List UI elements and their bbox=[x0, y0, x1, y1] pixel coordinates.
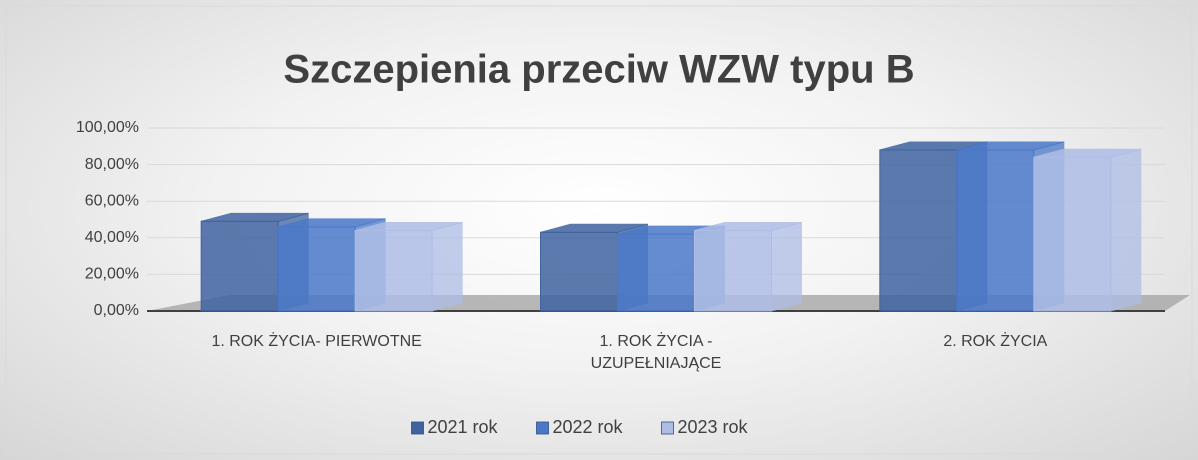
bar bbox=[200, 220, 279, 312]
bar-side bbox=[771, 221, 802, 312]
bar bbox=[540, 231, 618, 312]
legend-label: 2021 rok bbox=[428, 417, 499, 437]
chart-border bbox=[5, 5, 1193, 455]
y-tick-label: 60,00% bbox=[85, 192, 139, 209]
x-tick-label: 2. ROK ŻYCIA bbox=[943, 333, 1048, 350]
bar bbox=[956, 149, 1035, 312]
x-tick-label: 1. ROK ŻYCIA- PIERWOTNE bbox=[211, 333, 422, 350]
legend-swatch bbox=[661, 421, 674, 435]
y-tick-label: 100,00% bbox=[76, 119, 139, 136]
x-tick-label: 1. ROK ŻYCIA - UZUPEŁNIAJĄCE bbox=[590, 333, 722, 372]
legend-label: 2023 rok bbox=[678, 417, 749, 437]
legend-swatch bbox=[411, 421, 424, 435]
bar bbox=[617, 233, 695, 312]
chart-title: Szczepienia przeciw WZW typu B bbox=[283, 48, 914, 92]
bar bbox=[277, 226, 356, 312]
bar bbox=[694, 229, 772, 312]
y-tick-label: 0,00% bbox=[94, 302, 139, 319]
legend-label: 2022 rok bbox=[553, 417, 624, 437]
y-tick-label: 80,00% bbox=[85, 156, 139, 173]
y-tick-label: 20,00% bbox=[85, 266, 139, 283]
legend-swatch bbox=[536, 421, 549, 435]
bar bbox=[354, 229, 433, 312]
bar-side bbox=[1110, 148, 1142, 312]
bar-side bbox=[431, 221, 463, 312]
bar bbox=[1033, 156, 1112, 312]
bar bbox=[879, 149, 958, 312]
y-tick-label: 40,00% bbox=[85, 229, 139, 246]
